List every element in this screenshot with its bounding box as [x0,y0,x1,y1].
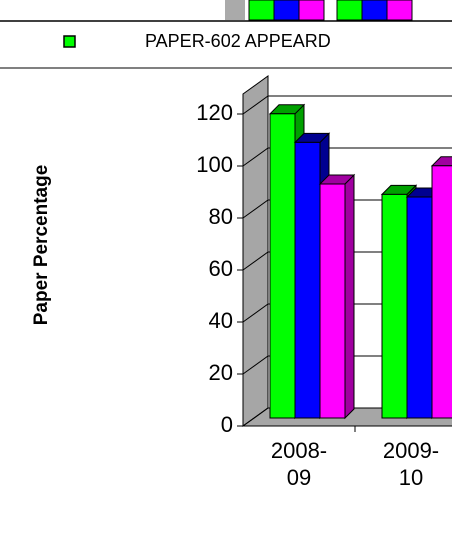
side-wall [242,75,269,427]
grid-line [242,147,452,167]
cropped-bar [361,0,388,21]
cropped-bar [386,0,413,21]
y-tick-label: 0 [221,412,233,437]
cropped-bar [248,0,275,21]
bar-front [269,113,296,419]
y-tick-label: 100 [196,152,233,177]
cropped-bar [298,0,325,21]
bar-front [319,183,346,419]
bar-front [381,193,408,419]
bar-side [344,173,355,420]
y-tick-label: 40 [209,308,233,333]
cropped-bar [336,0,363,21]
y-tick-label: 20 [209,360,233,385]
bar-top [430,156,452,167]
bar-front [294,141,321,419]
legend-label: PAPER-602 APPEARD [145,31,331,51]
x-tick-label: 2008-09 [270,438,328,490]
y-tick-label: 80 [209,204,233,229]
grid-line [242,95,452,115]
legend-marker [63,35,76,48]
bar-front [431,165,452,419]
y-axis-label: Paper Percentage [31,165,52,326]
bar [430,156,452,419]
cropped-bar [273,0,300,21]
bar [318,173,356,420]
y-tick-label: 120 [196,100,233,125]
cropped-wall [225,0,245,20]
x-tick-label: 2009-10 [382,438,440,490]
bar-front [406,196,433,419]
y-tick-label: 60 [209,256,233,281]
